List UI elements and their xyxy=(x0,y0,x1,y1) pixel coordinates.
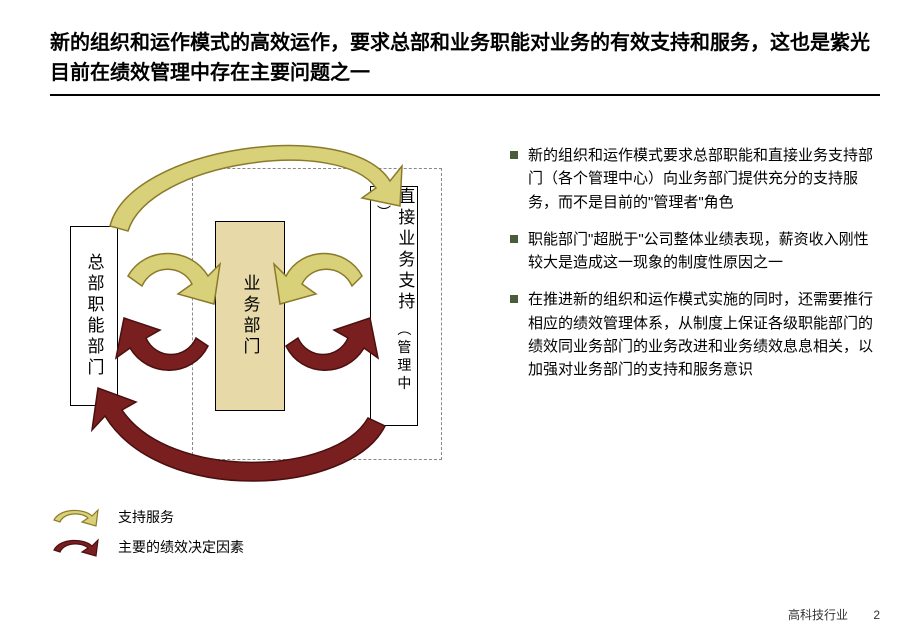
bullet-text: 新的组织和运作模式要求总部职能和直接业务支持部门（各个管理中心）向业务部门提供充… xyxy=(528,144,880,214)
legend: 支持服务 主要的绩效决定因素 xyxy=(50,506,244,566)
legend-perf-icon xyxy=(50,536,102,558)
bullet-list: 新的组织和运作模式要求总部职能和直接业务支持部门（各个管理中心）向业务部门提供充… xyxy=(470,126,880,566)
diagram-arrows xyxy=(50,126,470,486)
bullet-square-icon xyxy=(510,151,518,159)
footer: 高科技行业 2 xyxy=(788,606,880,623)
bullet-text: 职能部门"超脱于"公司整体业绩表现，薪资收入刚性较大是造成这一现象的制度性原因之… xyxy=(528,228,880,275)
legend-support-icon xyxy=(50,506,102,528)
support-arrow-right xyxy=(274,254,362,305)
slide-title: 新的组织和运作模式的高效运作，要求总部和业务职能对业务的有效支持和服务，这也是紫… xyxy=(50,28,880,88)
footer-page: 2 xyxy=(873,608,880,622)
support-arrow-top xyxy=(110,146,402,231)
bullet-item: 职能部门"超脱于"公司整体业绩表现，薪资收入刚性较大是造成这一现象的制度性原因之… xyxy=(510,228,880,275)
legend-support-label: 支持服务 xyxy=(118,507,174,527)
bullet-text: 在推进新的组织和运作模式实施的同时，还需要推行相应的绩效管理体系，从制度上保证各… xyxy=(528,288,880,381)
title-underline xyxy=(50,94,880,96)
bullet-square-icon xyxy=(510,235,518,243)
bullet-square-icon xyxy=(510,295,518,303)
legend-support: 支持服务 xyxy=(50,506,244,528)
slide: 新的组织和运作模式的高效运作，要求总部和业务职能对业务的有效支持和服务，这也是紫… xyxy=(0,0,920,637)
perf-arrow-right xyxy=(286,318,378,370)
diagram: 总部职能部门 业务部门 直接业务支持 ︵管理中心︶ xyxy=(50,126,470,566)
footer-category: 高科技行业 xyxy=(788,608,848,622)
content-row: 总部职能部门 业务部门 直接业务支持 ︵管理中心︶ xyxy=(50,126,880,566)
legend-perf-label: 主要的绩效决定因素 xyxy=(118,537,244,557)
bullet-item: 新的组织和运作模式要求总部职能和直接业务支持部门（各个管理中心）向业务部门提供充… xyxy=(510,144,880,214)
perf-arrow-left xyxy=(116,318,208,370)
support-arrow-left xyxy=(128,254,220,305)
legend-perf: 主要的绩效决定因素 xyxy=(50,536,244,558)
bullet-item: 在推进新的组织和运作模式实施的同时，还需要推行相应的绩效管理体系，从制度上保证各… xyxy=(510,288,880,381)
perf-arrow-bottom xyxy=(92,388,385,481)
